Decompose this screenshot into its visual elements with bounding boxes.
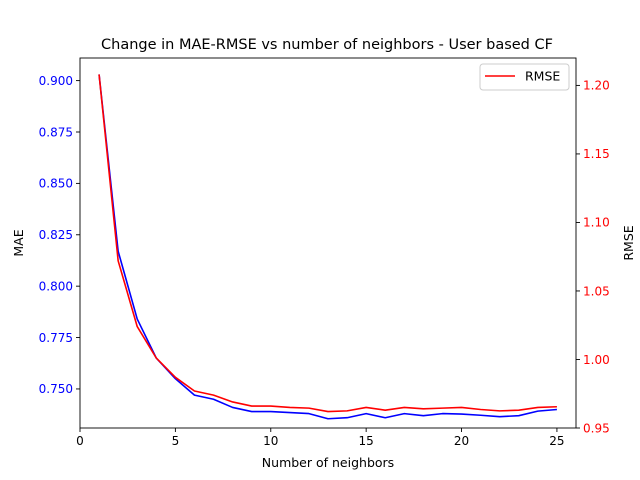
x-tick-label: 15 <box>359 434 374 448</box>
chart-title: Change in MAE-RMSE vs number of neighbor… <box>101 37 553 53</box>
legend: RMSE <box>479 63 570 91</box>
y-left-tick-label: 0.800 <box>39 279 73 293</box>
y-left-tick-label: 0.900 <box>39 74 73 88</box>
y-right-tick-label: 1.05 <box>583 284 610 298</box>
y-right-tick-label: 1.15 <box>583 147 610 161</box>
x-axis-label: Number of neighbors <box>262 455 394 470</box>
x-axis: 0 5 10 15 20 25 <box>76 428 565 448</box>
y-left-axis: 0.750 0.775 0.800 0.825 0.850 0.875 0.900 <box>39 74 80 396</box>
series-line-rmse <box>98 74 557 413</box>
x-tick-label: 0 <box>76 434 84 448</box>
plot-frame <box>79 57 577 429</box>
x-tick-label: 25 <box>549 434 564 448</box>
y-right-tick-label: 1.20 <box>583 79 610 93</box>
y-left-axis-label: MAE <box>11 229 26 256</box>
y-left-tick-label: 0.775 <box>39 331 73 345</box>
x-tick-label: 10 <box>263 434 278 448</box>
y-right-tick-label: 1.10 <box>583 216 610 230</box>
y-right-tick-label: 1.00 <box>583 353 610 367</box>
series-line-mae <box>98 74 557 420</box>
legend-rmse-label: RMSE <box>525 69 560 84</box>
y-right-axis-label: RMSE <box>621 225 636 260</box>
x-tick-label: 5 <box>172 434 180 448</box>
legend-box <box>479 63 570 91</box>
x-tick-label: 20 <box>454 434 469 448</box>
y-right-tick-label: 0.95 <box>583 421 610 435</box>
y-left-tick-label: 0.750 <box>39 382 73 396</box>
plot-series <box>98 74 557 420</box>
y-left-tick-label: 0.875 <box>39 125 73 139</box>
y-right-axis: 0.95 1.00 1.05 1.10 1.15 1.20 <box>576 79 610 435</box>
y-left-tick-label: 0.825 <box>39 228 73 242</box>
y-left-tick-label: 0.850 <box>39 177 73 191</box>
